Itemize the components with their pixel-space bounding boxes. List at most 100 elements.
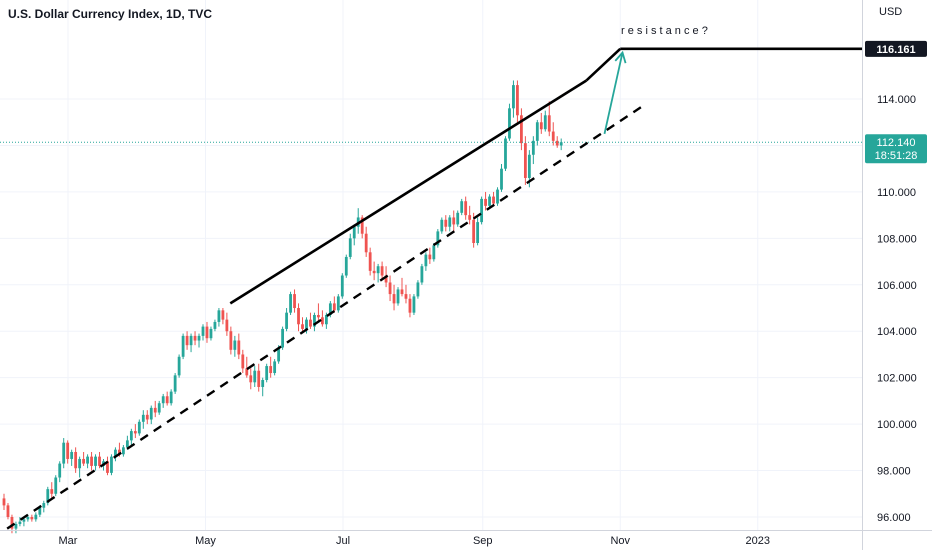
candle-body	[285, 312, 288, 329]
time-tick-label: May	[195, 535, 216, 547]
candle-body	[18, 521, 22, 524]
candle-body	[476, 222, 480, 244]
candle-body	[42, 503, 46, 508]
candle-body	[122, 447, 125, 455]
time-tick-label: Mar	[59, 535, 78, 547]
candle-body	[520, 115, 523, 144]
candle-body	[480, 198, 483, 223]
candle-body	[317, 314, 320, 318]
candle-body	[34, 514, 38, 520]
time-tick-label: Nov	[610, 535, 630, 547]
candle-body	[440, 219, 444, 232]
candle-body	[324, 314, 328, 325]
candle-body	[468, 215, 472, 220]
candle-body	[523, 143, 527, 178]
candle-body	[70, 451, 74, 459]
candle-body	[404, 294, 408, 299]
candle-body	[547, 115, 551, 132]
drawings[interactable]	[0, 47, 862, 530]
candle-body	[245, 368, 249, 376]
candle-body	[372, 270, 376, 274]
candle-body	[293, 294, 296, 309]
candle-body	[133, 431, 137, 434]
candle-body	[428, 254, 432, 260]
candle-body	[500, 168, 503, 190]
candle-body	[110, 456, 113, 473]
candle-body	[432, 245, 436, 260]
candle-body	[360, 217, 364, 234]
candle-body	[2, 498, 6, 506]
candle-body	[189, 335, 193, 346]
resistance-extension[interactable]	[585, 47, 622, 82]
candle-body	[193, 335, 197, 341]
candle-body	[225, 319, 229, 332]
resistance-trendline[interactable]	[229, 79, 588, 305]
candle-body	[328, 303, 332, 315]
candle-body	[543, 115, 547, 130]
candle-body	[10, 517, 14, 529]
support-trendline-dashed[interactable]	[6, 105, 644, 530]
candle-body	[157, 403, 161, 413]
candle-body	[516, 85, 519, 116]
candle-body	[448, 217, 452, 227]
candle-body	[460, 201, 464, 213]
candle-body	[488, 196, 491, 206]
candle-body	[185, 335, 189, 346]
time-tick-label: Jul	[336, 535, 350, 547]
candle-body	[539, 122, 543, 130]
candle-body	[273, 361, 277, 374]
candle-body	[221, 310, 225, 320]
price-tag-116-label: 116.161	[876, 44, 915, 56]
candle-body	[424, 254, 428, 267]
projection-arrow-shaft[interactable]	[603, 52, 624, 135]
candle-body	[74, 451, 78, 469]
candle-body	[452, 217, 456, 225]
candle-body	[527, 154, 531, 178]
candle-body	[78, 458, 82, 469]
candle-body	[332, 303, 336, 311]
candle-body	[129, 431, 133, 441]
candle-body	[535, 122, 539, 141]
price-tick-label: 106.000	[877, 280, 917, 292]
candle-body	[512, 85, 515, 109]
candle-body	[54, 477, 58, 494]
candle-body	[496, 189, 499, 204]
candle-body	[289, 294, 292, 313]
candle-body	[484, 198, 487, 206]
candle-body	[436, 231, 440, 246]
price-tag-current[interactable]	[865, 134, 927, 164]
price-tag-116[interactable]	[865, 40, 927, 57]
candle-body	[114, 449, 117, 457]
candle-body	[217, 310, 221, 322]
price-tick-label: 114.000	[877, 94, 916, 106]
candle-body	[352, 226, 356, 239]
candle-body	[181, 335, 185, 357]
candle-body	[98, 456, 101, 466]
candle-body	[376, 266, 380, 274]
projection-arrow-head[interactable]	[614, 50, 627, 64]
candle-body	[281, 328, 284, 348]
candle-body	[137, 421, 141, 434]
candle-body	[396, 289, 400, 304]
candle-body	[559, 142, 563, 146]
candle-body	[392, 294, 396, 304]
price-tick-label: 102.000	[877, 373, 917, 385]
price-axis-unit: USD	[879, 6, 902, 18]
candle-body	[38, 507, 42, 515]
price-tag-countdown: 18:51:28	[875, 150, 918, 162]
candle-body	[86, 456, 89, 464]
candle-body	[388, 282, 392, 295]
candle-body	[364, 233, 368, 253]
candle-body	[62, 442, 66, 464]
candle-body	[257, 370, 261, 387]
time-tick-label: 2023	[746, 535, 770, 547]
candle-body	[106, 461, 109, 473]
candle-body	[309, 319, 312, 327]
candle-body	[301, 324, 304, 329]
candle-body	[6, 505, 10, 517]
candle-body	[305, 319, 308, 329]
candle-body	[173, 375, 177, 392]
price-tick-label: 96.000	[877, 512, 911, 524]
